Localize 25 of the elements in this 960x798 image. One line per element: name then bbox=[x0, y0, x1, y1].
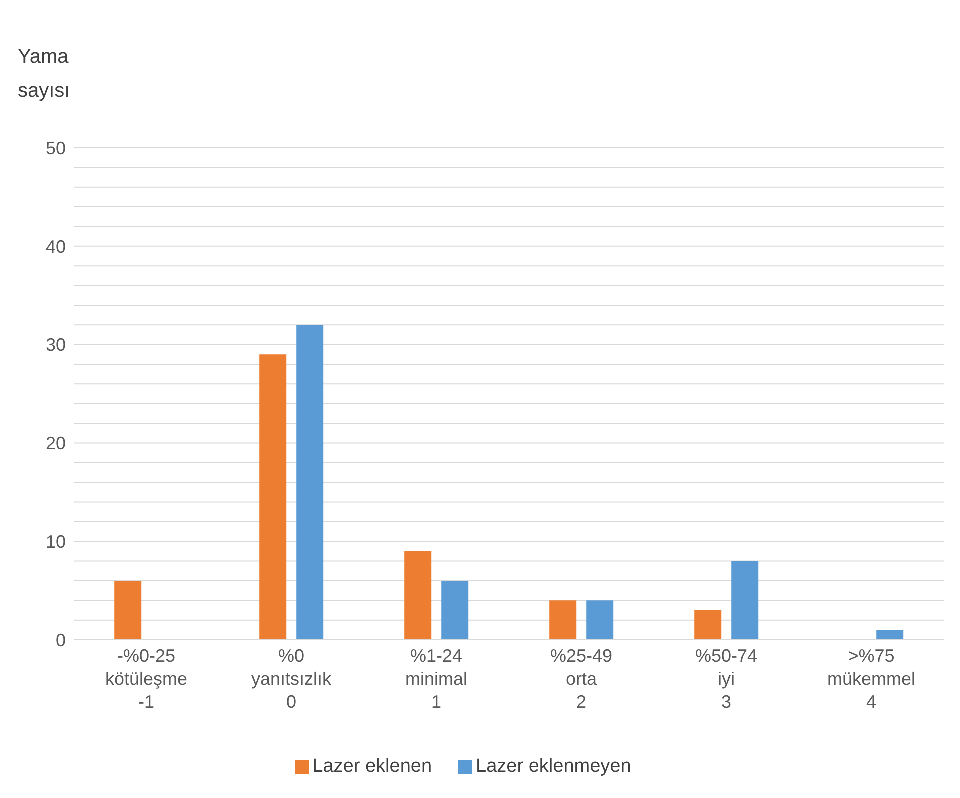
y-tick-label: 40 bbox=[46, 236, 66, 257]
x-tick-label: %0 yanıtsızlık 0 bbox=[251, 646, 333, 712]
bar bbox=[260, 354, 287, 640]
x-tick-label: %25-49 orta 2 bbox=[550, 646, 613, 712]
y-tick-label: 10 bbox=[46, 532, 66, 552]
bar bbox=[550, 600, 577, 640]
y-tick-label: 30 bbox=[46, 335, 66, 356]
bar bbox=[442, 580, 469, 640]
legend-label: Lazer eklenmeyen bbox=[476, 756, 632, 777]
bar bbox=[114, 580, 142, 640]
bar bbox=[694, 610, 722, 640]
legend-label: Lazer eklenen bbox=[312, 756, 432, 777]
bar bbox=[876, 630, 904, 640]
y-tick-label: 50 bbox=[46, 138, 66, 158]
y-tick-label: 0 bbox=[56, 630, 66, 650]
bar bbox=[404, 551, 432, 640]
bar bbox=[732, 561, 759, 640]
x-tick-label: %1-24 minimal 1 bbox=[405, 646, 468, 712]
y-tick-label: 20 bbox=[46, 434, 66, 454]
x-tick-label: -%0-25 kötüleşme -1 bbox=[105, 646, 188, 712]
bar bbox=[586, 600, 614, 640]
x-tick-label: %50-74 iyi 3 bbox=[695, 646, 758, 712]
x-tick-label: >%75 mükemmel 4 bbox=[827, 646, 916, 712]
bar bbox=[296, 325, 324, 640]
y-axis-title: Yama sayısı bbox=[18, 45, 70, 104]
